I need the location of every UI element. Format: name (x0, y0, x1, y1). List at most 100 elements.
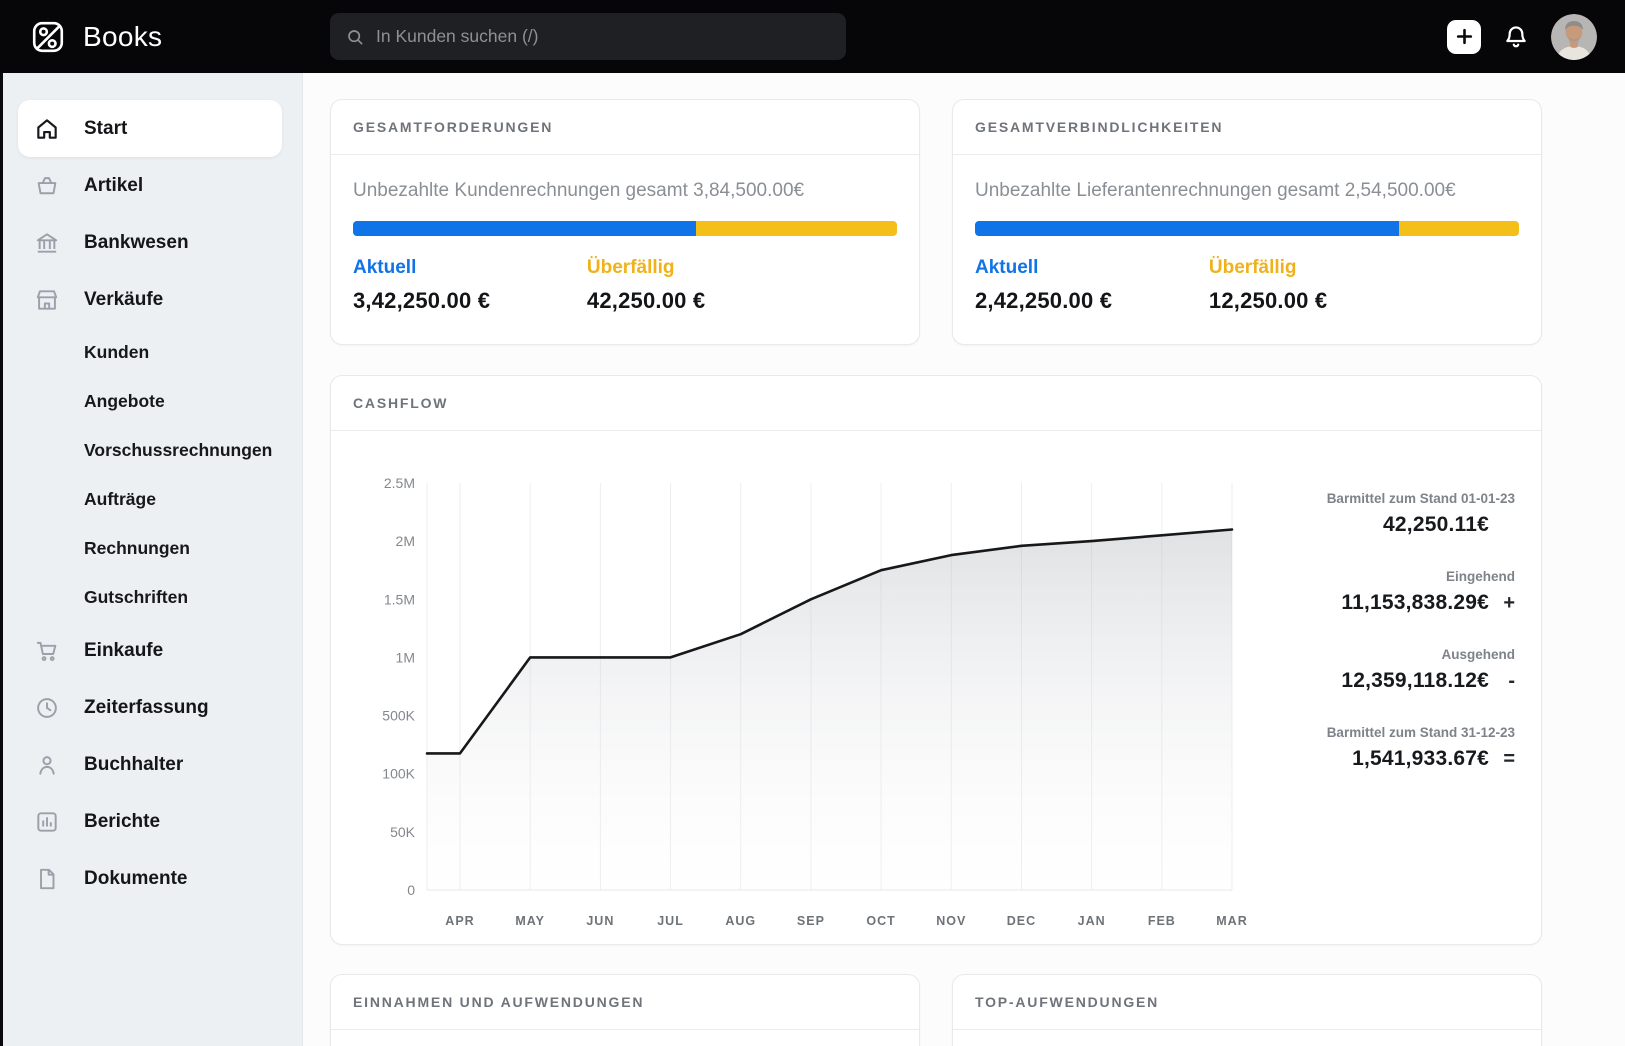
cart-icon (34, 638, 60, 664)
payables-subtitle: Unbezahlte Lieferantenrechnungen gesamt … (975, 180, 1456, 201)
bottom-cards: EINNAHMEN UND AUFWENDUNGEN TOP-AUFWENDUN… (330, 974, 1542, 1046)
payables-card: GESAMTVERBINDLICHKEITEN Unbezahlte Liefe… (952, 99, 1542, 345)
overdue-label: Überfällig (1208, 257, 1297, 278)
cashflow-stat-label: Ausgehend (1441, 647, 1515, 662)
cashflow-stat: Barmittel zum Stand 01-01-23 42,250.11€ (1262, 491, 1515, 537)
payables-progress (975, 221, 1519, 236)
sidebar-item-verkaeufe[interactable]: Verkäufe (18, 271, 282, 328)
topbar-actions (1447, 13, 1625, 60)
sidebar-item-label: Buchhalter (84, 753, 184, 775)
payables-progress-overdue (1399, 221, 1519, 236)
sidebar-item-auftraege[interactable]: Aufträge (84, 489, 156, 509)
overdue-value: 12,250.00 € (1208, 288, 1328, 313)
top-expenses-card: TOP-AUFWENDUNGEN (952, 974, 1542, 1046)
current-value: 3,42,250.00 € (353, 288, 491, 313)
sidebar-item-label: Bankwesen (84, 231, 189, 253)
current-value: 2,42,250.00 € (975, 288, 1113, 313)
current-label: Aktuell (975, 257, 1039, 278)
svg-text:DEC: DEC (1007, 914, 1036, 928)
quick-add-button[interactable] (1447, 19, 1481, 54)
bank-icon (34, 230, 60, 256)
svg-text:APR: APR (445, 914, 474, 928)
sidebar-item-bankwesen[interactable]: Bankwesen (18, 214, 282, 271)
svg-text:FEB: FEB (1148, 914, 1176, 928)
svg-text:JUN: JUN (586, 914, 614, 928)
home-icon (34, 116, 60, 142)
search-input[interactable] (376, 26, 831, 47)
summary-cards: GESAMTFORDERUNGEN Unbezahlte Kundenrechn… (330, 99, 1542, 345)
current-label: Aktuell (353, 257, 417, 278)
sidebar-item-gutschriften[interactable]: Gutschriften (84, 587, 189, 607)
sidebar-item-buchhalter[interactable]: Buchhalter (18, 736, 282, 793)
cashflow-stat-label: Barmittel zum Stand 01-01-23 (1326, 491, 1515, 506)
sidebar-item-zeiterfassung[interactable]: Zeiterfassung (18, 679, 282, 736)
sidebar-item-dokumente[interactable]: Dokumente (18, 850, 282, 907)
sidebar-item-start[interactable]: Start (18, 100, 282, 157)
search-icon (345, 27, 365, 47)
search-bar[interactable] (330, 13, 846, 60)
cashflow-stat-operator: = (1503, 748, 1515, 770)
cashflow-title: CASHFLOW (331, 376, 1541, 431)
clock-icon (34, 695, 60, 721)
income-expenses-title: EINNAHMEN UND AUFWENDUNGEN (331, 975, 919, 1030)
cashflow-stats: Barmittel zum Stand 01-01-23 42,250.11€ Ei… (1262, 443, 1515, 944)
svg-text:NOV: NOV (936, 914, 966, 928)
svg-text:JUL: JUL (657, 914, 684, 928)
cashflow-stat-operator: + (1503, 592, 1515, 614)
receivables-subtitle: Unbezahlte Kundenrechnungen gesamt 3,84,… (353, 180, 805, 201)
sidebar-item-angebote[interactable]: Angebote (84, 391, 165, 411)
sidebar-item-label: Dokumente (84, 867, 188, 889)
svg-text:0: 0 (407, 882, 415, 898)
topbar: Books (0, 0, 1625, 73)
sidebar-item-einkaufe[interactable]: Einkaufe (18, 622, 282, 679)
receivables-progress-current (353, 221, 696, 236)
document-icon (34, 866, 60, 892)
sidebar-item-artikel[interactable]: Artikel (18, 157, 282, 214)
cashflow-stat-label: Eingehend (1445, 569, 1515, 584)
cashflow-stat: Eingehend 11,153,838.29€ + (1262, 569, 1515, 615)
cashflow-stat-label: Barmittel zum Stand 31-12-23 (1326, 725, 1515, 740)
sidebar-item-berichte[interactable]: Berichte (18, 793, 282, 850)
notifications-button[interactable] (1502, 23, 1530, 51)
overdue-label: Überfällig (586, 257, 675, 278)
basket-icon (34, 173, 60, 199)
income-expenses-card: EINNAHMEN UND AUFWENDUNGEN (330, 974, 920, 1046)
brand-name: Books (83, 20, 163, 52)
bell-icon (1506, 25, 1526, 47)
payables-progress-current (975, 221, 1400, 236)
sidebar-item-vorschussrechnungen[interactable]: Vorschussrechnungen (84, 440, 273, 460)
user-avatar[interactable] (1551, 13, 1597, 60)
svg-text:2M: 2M (396, 533, 415, 549)
receivables-card: GESAMTFORDERUNGEN Unbezahlte Kundenrechn… (330, 99, 920, 345)
svg-text:1M: 1M (396, 649, 415, 665)
svg-text:100K: 100K (382, 766, 415, 782)
sidebar-item-label: Artikel (84, 174, 144, 196)
sidebar-item-label: Verkäufe (84, 288, 164, 310)
sidebar-item-label: Zeiterfassung (84, 696, 209, 718)
svg-text:1.5M: 1.5M (384, 591, 415, 607)
sidebar-item-kunden[interactable]: Kunden (84, 342, 150, 362)
receivables-progress-overdue (695, 221, 897, 236)
sidebar-item-label: Einkaufe (84, 639, 164, 661)
svg-text:2.5M: 2.5M (384, 475, 415, 491)
svg-text:500K: 500K (382, 708, 415, 724)
svg-text:OCT: OCT (866, 914, 895, 928)
svg-text:MAR: MAR (1216, 914, 1247, 928)
accountant-icon (34, 752, 60, 778)
cashflow-stat: Ausgehend 12,359,118.12€ - (1262, 647, 1515, 693)
cashflow-stat-value: 42,250.11€ (1383, 513, 1489, 536)
payables-title: GESAMTVERBINDLICHKEITEN (953, 100, 1541, 155)
overdue-value: 42,250.00 € (586, 288, 706, 313)
sidebar-item-label: Berichte (84, 810, 161, 832)
svg-text:JAN: JAN (1078, 914, 1106, 928)
sidebar-nav: Start Artikel Bankwesen Verkäufe Kunden Angeb… (0, 73, 303, 1046)
books-logo-icon (27, 16, 69, 58)
sidebar-item-rechnungen[interactable]: Rechnungen (84, 538, 190, 558)
brand: Books (0, 16, 303, 58)
svg-text:50K: 50K (390, 824, 416, 840)
cashflow-stat-value: 1,541,933.67€ (1352, 747, 1489, 770)
cashflow-stat-value: 11,153,838.29€ (1341, 591, 1489, 614)
sidebar-item-label: Start (84, 117, 128, 139)
cashflow-stat: Barmittel zum Stand 31-12-23 1,541,933.67… (1262, 725, 1515, 771)
main-content: GESAMTFORDERUNGEN Unbezahlte Kundenrechn… (303, 73, 1625, 1046)
